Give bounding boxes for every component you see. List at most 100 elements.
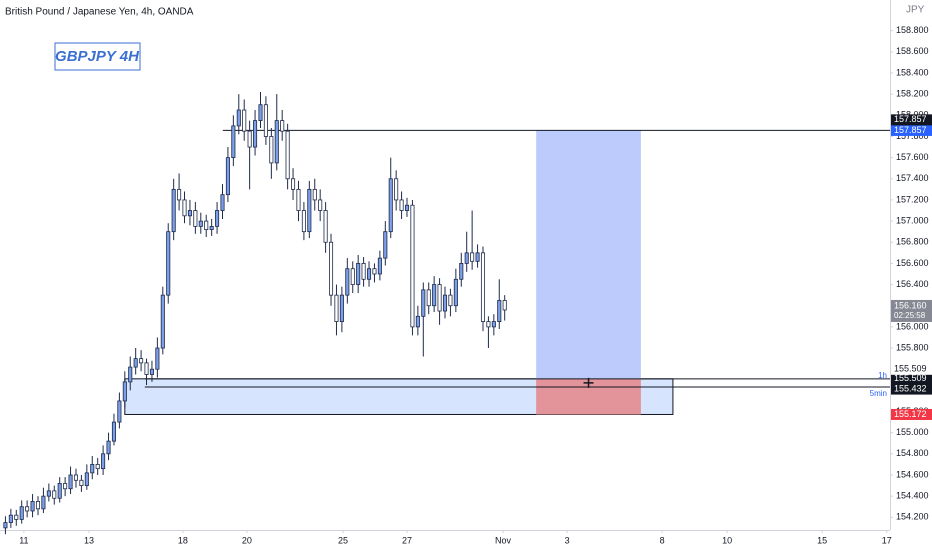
- y-tick-label: 157.200: [896, 194, 929, 204]
- y-tick-label: 158.800: [896, 25, 929, 35]
- candle-body: [166, 231, 171, 296]
- candle-body: [133, 358, 138, 368]
- candle-body: [25, 506, 30, 512]
- candle-body: [291, 178, 296, 190]
- candle-body: [41, 495, 46, 510]
- candle-body: [106, 440, 111, 455]
- y-tick-label: 158.600: [896, 46, 929, 56]
- candle-body: [399, 199, 404, 211]
- last-price-bg: [891, 299, 932, 322]
- candle-body: [57, 483, 62, 499]
- candle-body: [242, 109, 247, 132]
- entry-tag: 155.509: [894, 373, 927, 383]
- y-tick-label: 156.600: [896, 258, 929, 268]
- candle-body: [497, 300, 502, 322]
- candle-body: [442, 294, 448, 312]
- candle-body: [426, 289, 431, 307]
- candle-body: [366, 268, 372, 280]
- candle-body: [84, 472, 89, 486]
- candle-body: [30, 501, 35, 512]
- move-cursor: [583, 377, 594, 388]
- candle-body: [111, 421, 116, 442]
- y-tick-label: 155.000: [896, 427, 929, 437]
- candle-body: [95, 464, 100, 470]
- candle-body: [35, 501, 41, 510]
- candle-body: [46, 490, 51, 497]
- candle-body: [247, 130, 252, 148]
- x-tick-label: 11: [19, 535, 28, 545]
- candle-body: [171, 188, 176, 233]
- plot-area: [3, 92, 890, 535]
- candle-body: [63, 483, 68, 490]
- candle-body: [8, 514, 13, 523]
- level-timeframe: 1h: [878, 371, 887, 380]
- candle-body: [193, 210, 198, 227]
- level-timeframe: 5min: [870, 389, 887, 398]
- y-tick-label: 156.400: [896, 279, 929, 289]
- candle-body: [198, 220, 203, 227]
- countdown: 02:25:58: [894, 311, 926, 320]
- candle-body: [155, 347, 160, 370]
- candle-body: [263, 104, 268, 137]
- candle-body: [204, 220, 209, 230]
- candle-body: [388, 178, 393, 233]
- candle-body: [215, 210, 220, 227]
- x-tick-label: 20: [242, 535, 252, 545]
- y-tick-label: 155.800: [896, 342, 929, 352]
- x-tick-label: 15: [817, 535, 827, 545]
- resistance-tag-blue-bg: [891, 124, 932, 136]
- candle-body: [329, 241, 334, 296]
- y-tick-label: 157.000: [896, 215, 929, 225]
- candle-body: [160, 294, 165, 349]
- x-tick-label: 18: [178, 535, 188, 545]
- candle-body: [372, 268, 377, 275]
- candle-body: [258, 104, 263, 121]
- candle-body: [14, 514, 19, 520]
- candle-body: [437, 284, 442, 312]
- candle-body: [117, 400, 122, 423]
- candle-body: [356, 263, 361, 285]
- candle-body: [432, 284, 437, 307]
- y-tick-label: 156.000: [896, 321, 929, 331]
- candle-body: [285, 130, 290, 180]
- candle-body: [101, 453, 106, 470]
- candle-body: [453, 278, 458, 307]
- candle-body: [350, 268, 355, 285]
- y-tick-label: 154.400: [896, 491, 929, 501]
- candle-body: [475, 252, 480, 262]
- x-tick-label: 8: [660, 535, 665, 545]
- level-tag-bg: [891, 363, 932, 375]
- candle-body: [410, 204, 415, 328]
- candle-body: [301, 210, 306, 233]
- candle-body: [323, 210, 328, 243]
- candle-body: [177, 188, 182, 201]
- resistance-tag: 157.857: [894, 114, 927, 124]
- y-tick-label: 158.200: [896, 89, 929, 99]
- candle-body: [280, 120, 285, 132]
- x-tick-label: 13: [84, 535, 94, 545]
- level-tag: 155.509: [894, 364, 927, 374]
- level-tag-bg: [891, 383, 932, 395]
- candle-body: [79, 479, 84, 486]
- candle-body: [486, 321, 491, 328]
- candle-body: [225, 157, 230, 196]
- stop-tag: 155.172: [894, 409, 927, 419]
- x-tick-label: 27: [402, 535, 412, 545]
- candle-body: [404, 204, 410, 211]
- position-target: [536, 130, 641, 379]
- candle-body: [307, 188, 312, 233]
- candle-body: [52, 490, 57, 499]
- candle-body: [421, 289, 426, 317]
- x-tick-label: 3: [565, 535, 570, 545]
- candle-body: [296, 188, 301, 211]
- last-price: 156.160: [894, 300, 927, 310]
- entry-tag-bg: [891, 373, 932, 385]
- candle-body: [318, 199, 323, 211]
- candle-body: [339, 294, 344, 322]
- candle-body: [415, 315, 420, 328]
- candle-body: [3, 522, 8, 529]
- candle-body: [383, 231, 388, 259]
- x-tick-label: 25: [338, 535, 348, 545]
- candle-body: [90, 464, 95, 474]
